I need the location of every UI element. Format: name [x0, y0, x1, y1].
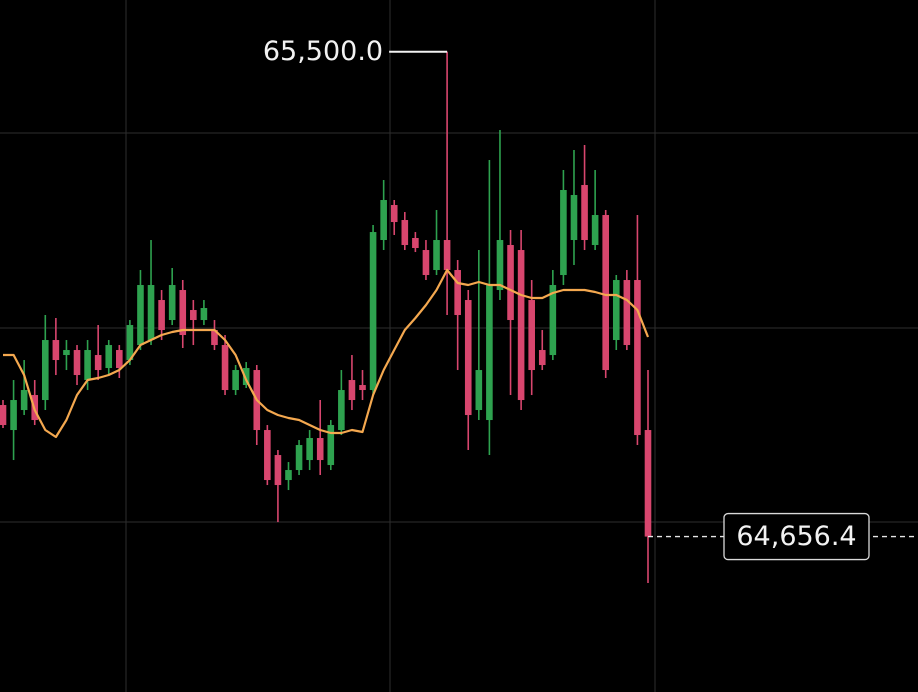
candle-body: [137, 285, 144, 346]
candle-body: [73, 350, 81, 376]
candle-body: [496, 240, 504, 291]
candle-body: [412, 238, 419, 249]
candle-body: [274, 455, 282, 486]
candle-body: [327, 425, 335, 466]
candle-body: [20, 390, 28, 411]
candle-body: [52, 340, 60, 361]
candle-body: [475, 370, 483, 411]
candle-body: [316, 438, 324, 461]
candle-body: [602, 215, 610, 371]
candle-body: [634, 280, 641, 436]
candle-body: [464, 300, 472, 416]
candle-body: [306, 438, 313, 461]
candle-body: [221, 345, 229, 391]
candle-body: [549, 285, 557, 356]
candle-body: [401, 220, 409, 246]
high-label: 65,500.0: [263, 36, 383, 67]
candle-body: [422, 250, 430, 276]
candle-body: [242, 368, 250, 386]
candle-body: [369, 232, 377, 391]
candle-body: [591, 215, 599, 246]
last-price-label: 64,656.4: [736, 521, 856, 552]
candle-body: [232, 370, 239, 391]
candle-body: [41, 340, 49, 401]
candle-body: [285, 470, 292, 481]
candle-body: [486, 285, 493, 421]
candle-body: [200, 308, 208, 321]
candle-body: [380, 200, 387, 241]
moving-average-line: [3, 268, 650, 439]
candle-body: [295, 445, 303, 471]
candle-body: [612, 280, 620, 341]
candle-body: [528, 300, 535, 371]
candle-body: [560, 190, 567, 276]
candle-body: [264, 430, 271, 481]
candle-body: [147, 285, 155, 341]
candle-body: [644, 430, 652, 537]
last-price-box: [723, 512, 870, 561]
candle-body: [116, 350, 123, 369]
candle-body: [507, 245, 514, 321]
candle-body: [538, 350, 546, 366]
candle-body: [179, 290, 187, 336]
candle-body: [105, 345, 113, 369]
candle-body: [338, 390, 345, 431]
candle-body: [10, 400, 17, 431]
candle-body: [0, 405, 7, 426]
candle-body: [348, 380, 356, 401]
candle-body: [623, 280, 631, 346]
candle-body: [581, 185, 588, 241]
candle-body: [84, 350, 91, 381]
candle-body: [190, 310, 197, 321]
candle-body: [359, 385, 366, 391]
candle-body: [126, 325, 134, 361]
candle-body: [570, 195, 578, 241]
candle-body: [211, 330, 218, 346]
candle-body: [390, 205, 398, 223]
candle-body: [158, 300, 165, 331]
candle-body: [517, 250, 525, 401]
candle-body: [443, 240, 451, 271]
candle-body: [168, 285, 176, 321]
candle-body: [454, 270, 461, 316]
candle-body: [94, 355, 102, 371]
candle-body: [433, 240, 440, 271]
candle-body: [63, 350, 70, 356]
